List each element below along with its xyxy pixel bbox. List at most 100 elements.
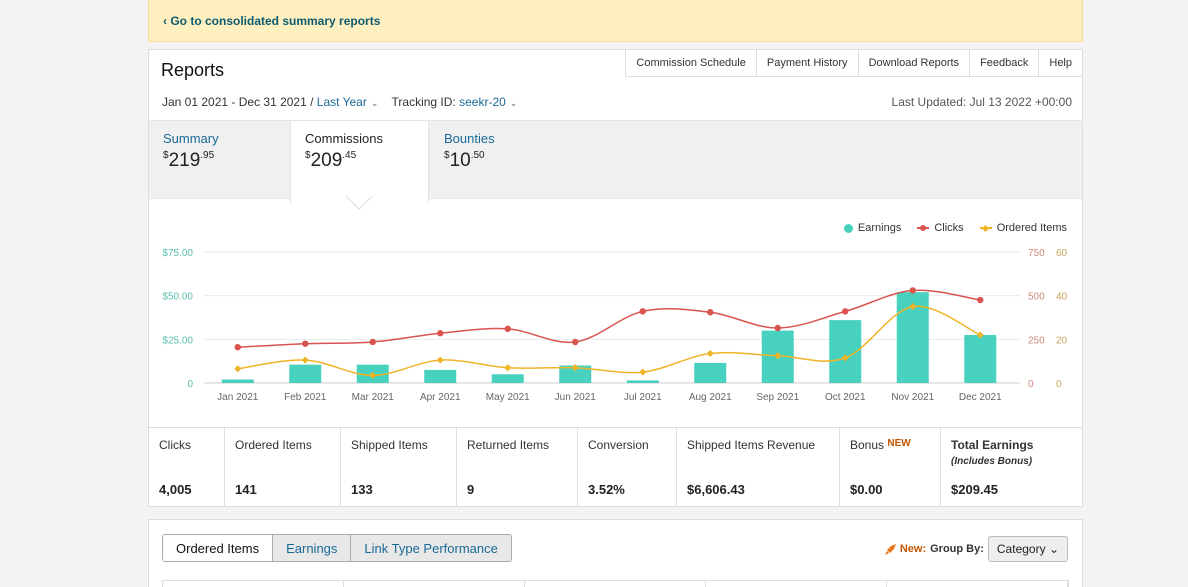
- breakdown-tabs: Ordered Items Earnings Link Type Perform…: [162, 534, 512, 562]
- clicks-point: [977, 296, 984, 304]
- earnings-bar: [694, 362, 727, 383]
- tab-bounties[interactable]: Bounties $10.50: [430, 121, 570, 199]
- page-title: Reports: [161, 60, 225, 80]
- metric-returned-items: Returned Items 9: [457, 428, 578, 507]
- x-tick-label: Dec 2021: [959, 392, 1002, 403]
- chart-legend: Earnings Clicks Ordered Items: [843, 222, 1067, 234]
- x-tick-label: Sep 2021: [756, 392, 799, 403]
- summary-tabs: Summary $219.95 Commissions $209.45 Boun…: [149, 120, 1082, 203]
- ordered-items-point: [571, 364, 579, 372]
- metric-conversion: Conversion 3.52%: [578, 428, 677, 507]
- clicks-line: [237, 289, 981, 348]
- rocket-icon: [884, 543, 896, 555]
- clicks-point: [302, 340, 309, 347]
- date-range: Jan 01 2021 - Dec 31 2021 /: [162, 95, 314, 109]
- group-by-control: New: Group By: Category ⌄: [884, 536, 1068, 562]
- nav-download-reports[interactable]: Download Reports: [857, 50, 970, 77]
- tab-commissions-amount: $209.45: [305, 150, 357, 171]
- metric-shipped-revenue: Shipped Items Revenue $6,606.43: [677, 428, 840, 507]
- nav-help[interactable]: Help: [1038, 50, 1082, 77]
- y-tick-items: 20: [1056, 335, 1068, 346]
- nav-feedback[interactable]: Feedback: [969, 50, 1039, 77]
- y-tick-items: 0: [1056, 379, 1062, 390]
- x-tick-label: Feb 2021: [284, 392, 327, 403]
- period-dropdown[interactable]: Last Year: [316, 95, 367, 109]
- earnings-swatch: [843, 223, 853, 233]
- chevron-down-icon: ⌄: [1048, 542, 1059, 556]
- earnings-bar: [559, 365, 592, 383]
- clicks-point: [572, 338, 579, 346]
- metric-clicks: Clicks 4,005: [149, 428, 225, 507]
- clicks-point: [437, 330, 444, 337]
- last-updated: Last Updated: Jul 13 2022 +00:00: [891, 95, 1072, 109]
- ordered-items-point: [504, 364, 512, 372]
- new-badge: NEW: [887, 438, 911, 449]
- group-by-select[interactable]: Category ⌄: [987, 536, 1068, 562]
- metrics-row: Clicks 4,005 Ordered Items 141 Shipped Ite…: [149, 427, 1082, 507]
- ordered-items-line: [237, 305, 981, 377]
- x-tick-label: May 2021: [486, 392, 530, 403]
- reports-card: Reports Commission Schedule Payment Hist…: [148, 49, 1083, 507]
- consolidated-reports-link[interactable]: ‹ Go to consolidated summary reports: [148, 0, 1083, 42]
- tab-summary[interactable]: Summary $219.95: [149, 121, 289, 199]
- tab-summary-label: Summary: [163, 131, 219, 146]
- table-header: [162, 580, 1069, 587]
- clicks-point: [842, 308, 849, 315]
- chevron-down-icon: ⌄: [509, 98, 518, 108]
- clicks-point: [234, 343, 241, 351]
- tracking-id-dropdown[interactable]: seekr-20: [459, 95, 506, 109]
- ordered-items-point: [301, 356, 309, 364]
- tab-bounties-label: Bounties: [444, 131, 495, 146]
- ordered-items-point: [234, 365, 242, 373]
- y-tick-clicks: 0: [1028, 379, 1034, 390]
- top-nav: Commission Schedule Payment History Down…: [625, 50, 1082, 77]
- breakdown-card: Ordered Items Earnings Link Type Perform…: [148, 519, 1083, 587]
- nav-payment-history[interactable]: Payment History: [755, 50, 858, 77]
- tab-earnings[interactable]: Earnings: [272, 535, 351, 561]
- ordered-items-point: [706, 349, 714, 358]
- legend-ordered-items[interactable]: Ordered Items: [979, 222, 1067, 234]
- ordered-items-point: [436, 356, 444, 364]
- legend-clicks[interactable]: Clicks: [917, 222, 964, 234]
- clicks-point: [909, 287, 916, 294]
- ordered-items-point: [841, 354, 849, 362]
- x-tick-label: Oct 2021: [825, 392, 866, 403]
- x-tick-label: Mar 2021: [352, 392, 395, 403]
- x-tick-label: Apr 2021: [420, 392, 461, 403]
- x-tick-label: Jan 2021: [217, 392, 259, 403]
- y-tick-earnings: 0: [187, 379, 193, 390]
- new-label: New:: [899, 543, 927, 555]
- metric-total-earnings: Total Earnings (Includes Bonus) $209.45: [951, 438, 1034, 497]
- earnings-bar: [424, 369, 457, 383]
- ordered-items-point: [369, 371, 377, 379]
- earnings-bar: [964, 334, 997, 383]
- y-tick-earnings: $25.00: [162, 335, 193, 346]
- x-tick-label: Jul 2021: [624, 392, 662, 403]
- y-tick-items: 40: [1056, 292, 1068, 303]
- tab-link-type-performance[interactable]: Link Type Performance: [350, 535, 511, 561]
- clicks-point: [504, 325, 511, 333]
- tracking-label: Tracking ID:: [391, 95, 456, 109]
- tab-bounties-amount: $10.50: [444, 150, 485, 171]
- x-tick-label: Jun 2021: [555, 392, 597, 403]
- clicks-point: [639, 308, 646, 315]
- tab-summary-amount: $219.95: [163, 150, 215, 171]
- x-tick-label: Nov 2021: [891, 392, 934, 403]
- ordered-items-point: [639, 368, 647, 376]
- filter-row: Jan 01 2021 - Dec 31 2021 / Last Year ⌄ T…: [162, 95, 527, 109]
- y-tick-clicks: 500: [1028, 292, 1045, 303]
- metric-ordered-items: Ordered Items 141: [225, 428, 341, 507]
- y-tick-items: 60: [1056, 248, 1068, 259]
- tab-commissions-label: Commissions: [305, 131, 384, 146]
- clicks-swatch: [917, 225, 930, 231]
- legend-earnings[interactable]: Earnings: [843, 222, 901, 234]
- metric-shipped-items: Shipped Items 133: [341, 428, 457, 507]
- earnings-bar: [221, 379, 254, 383]
- clicks-point: [707, 309, 714, 316]
- earnings-bar: [626, 380, 659, 383]
- group-by-label: Group By:: [930, 543, 984, 555]
- y-tick-earnings: $50.00: [162, 292, 193, 303]
- nav-commission-schedule[interactable]: Commission Schedule: [625, 50, 756, 77]
- clicks-point: [369, 338, 376, 346]
- tab-ordered-items[interactable]: Ordered Items: [163, 535, 273, 561]
